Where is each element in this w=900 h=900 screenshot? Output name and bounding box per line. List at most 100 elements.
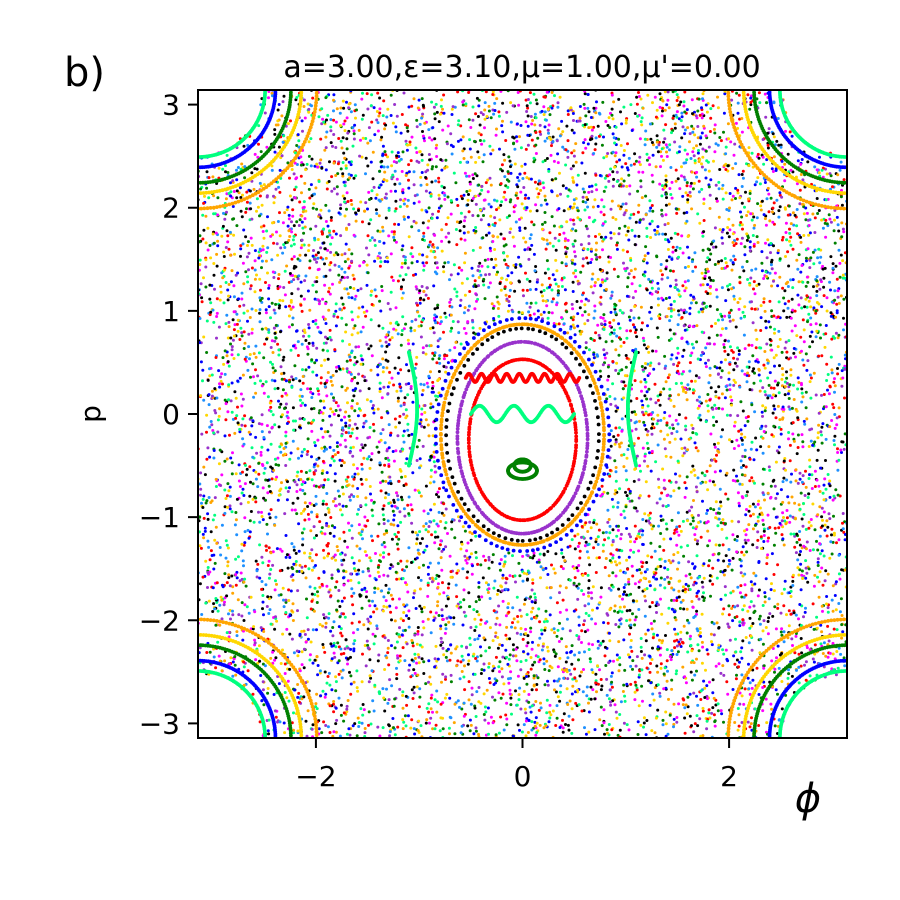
chaotic-point <box>583 619 586 623</box>
chaotic-point <box>825 172 829 176</box>
chaotic-point <box>762 534 766 537</box>
chaotic-point <box>332 651 336 655</box>
chaotic-point <box>718 543 721 547</box>
chaotic-point <box>594 183 598 187</box>
chaotic-point <box>611 216 615 220</box>
chaotic-point <box>774 496 778 500</box>
chaotic-point <box>685 108 689 112</box>
chaotic-point <box>684 486 688 490</box>
chaotic-point <box>746 415 750 419</box>
chaotic-point <box>294 377 298 380</box>
chaotic-point <box>662 437 666 441</box>
chaotic-point <box>773 484 777 488</box>
chaotic-point <box>756 202 760 206</box>
chaotic-point <box>207 393 211 397</box>
chaotic-point <box>560 285 564 288</box>
chaotic-point <box>584 540 588 544</box>
chaotic-point <box>507 295 511 298</box>
chaotic-point <box>836 336 840 340</box>
chaotic-point <box>434 535 437 539</box>
chaotic-point <box>459 138 463 142</box>
chaotic-point <box>387 663 391 667</box>
chaotic-point <box>399 404 403 408</box>
chaotic-point <box>305 162 309 166</box>
chaotic-point <box>280 549 284 553</box>
chaotic-point <box>740 185 744 188</box>
chaotic-point <box>372 429 376 433</box>
chaotic-point <box>686 235 690 238</box>
chaotic-point <box>231 613 235 617</box>
chaotic-point <box>464 558 468 562</box>
chaotic-point <box>612 267 616 271</box>
chaotic-point <box>639 469 642 473</box>
chaotic-point <box>687 265 690 268</box>
chaotic-point <box>467 193 470 196</box>
chaotic-point <box>223 217 227 221</box>
chaotic-point <box>434 398 438 402</box>
chaotic-point <box>547 720 551 724</box>
chaotic-point <box>334 302 338 306</box>
chaotic-point <box>605 154 609 158</box>
chaotic-point <box>352 129 356 133</box>
chaotic-point <box>796 433 800 437</box>
chaotic-point <box>764 319 768 323</box>
chaotic-point <box>695 398 699 402</box>
chaotic-point <box>243 176 247 180</box>
chaotic-point <box>398 414 402 418</box>
chaotic-point <box>550 288 554 292</box>
chaotic-point <box>288 556 292 559</box>
chaotic-point <box>226 360 230 364</box>
chaotic-point <box>618 713 622 716</box>
chaotic-point <box>450 113 454 116</box>
chaotic-point <box>822 276 826 280</box>
chaotic-point <box>332 710 336 714</box>
chaotic-point <box>706 652 710 656</box>
chaotic-point <box>417 200 421 204</box>
chaotic-point <box>281 358 285 362</box>
chaotic-point <box>528 305 532 309</box>
chaotic-point <box>327 308 331 312</box>
chaotic-point <box>679 600 683 604</box>
chaotic-point <box>458 600 462 604</box>
chaotic-point <box>838 168 842 172</box>
chaotic-point <box>302 666 306 670</box>
chaotic-point <box>233 523 237 527</box>
chaotic-point <box>362 708 366 712</box>
chaotic-point <box>554 724 558 727</box>
chaotic-point <box>284 464 288 467</box>
chaotic-point <box>774 353 778 357</box>
chaotic-point <box>295 490 299 493</box>
chaotic-point <box>235 178 239 182</box>
chaotic-point <box>468 643 472 647</box>
chaotic-point <box>434 577 438 581</box>
chaotic-point <box>637 549 641 553</box>
chaotic-point <box>315 628 318 632</box>
chaotic-point <box>557 640 561 643</box>
chaotic-point <box>821 652 825 655</box>
chaotic-point <box>217 166 221 170</box>
chaotic-point <box>319 158 323 162</box>
chaotic-point <box>820 168 824 172</box>
chaotic-point <box>526 114 530 118</box>
chaotic-point <box>308 266 312 270</box>
chaotic-point <box>630 649 634 653</box>
chaotic-point <box>841 376 845 380</box>
chaotic-point <box>295 474 299 478</box>
chaotic-point <box>646 251 650 255</box>
chaotic-point <box>615 334 619 338</box>
chaotic-point <box>233 323 237 327</box>
chaotic-point <box>281 299 285 303</box>
chaotic-point <box>329 463 332 467</box>
chaotic-point <box>530 647 534 651</box>
scatter-points <box>198 90 847 738</box>
chaotic-point <box>599 595 603 599</box>
chaotic-point <box>253 641 257 645</box>
chaotic-point <box>558 699 562 703</box>
chaotic-point <box>482 277 486 281</box>
chaotic-point <box>495 127 498 131</box>
chaotic-point <box>204 559 208 563</box>
chaotic-point <box>395 491 398 495</box>
chaotic-point <box>226 171 230 174</box>
chaotic-point <box>542 289 546 292</box>
chaotic-point <box>536 655 540 659</box>
